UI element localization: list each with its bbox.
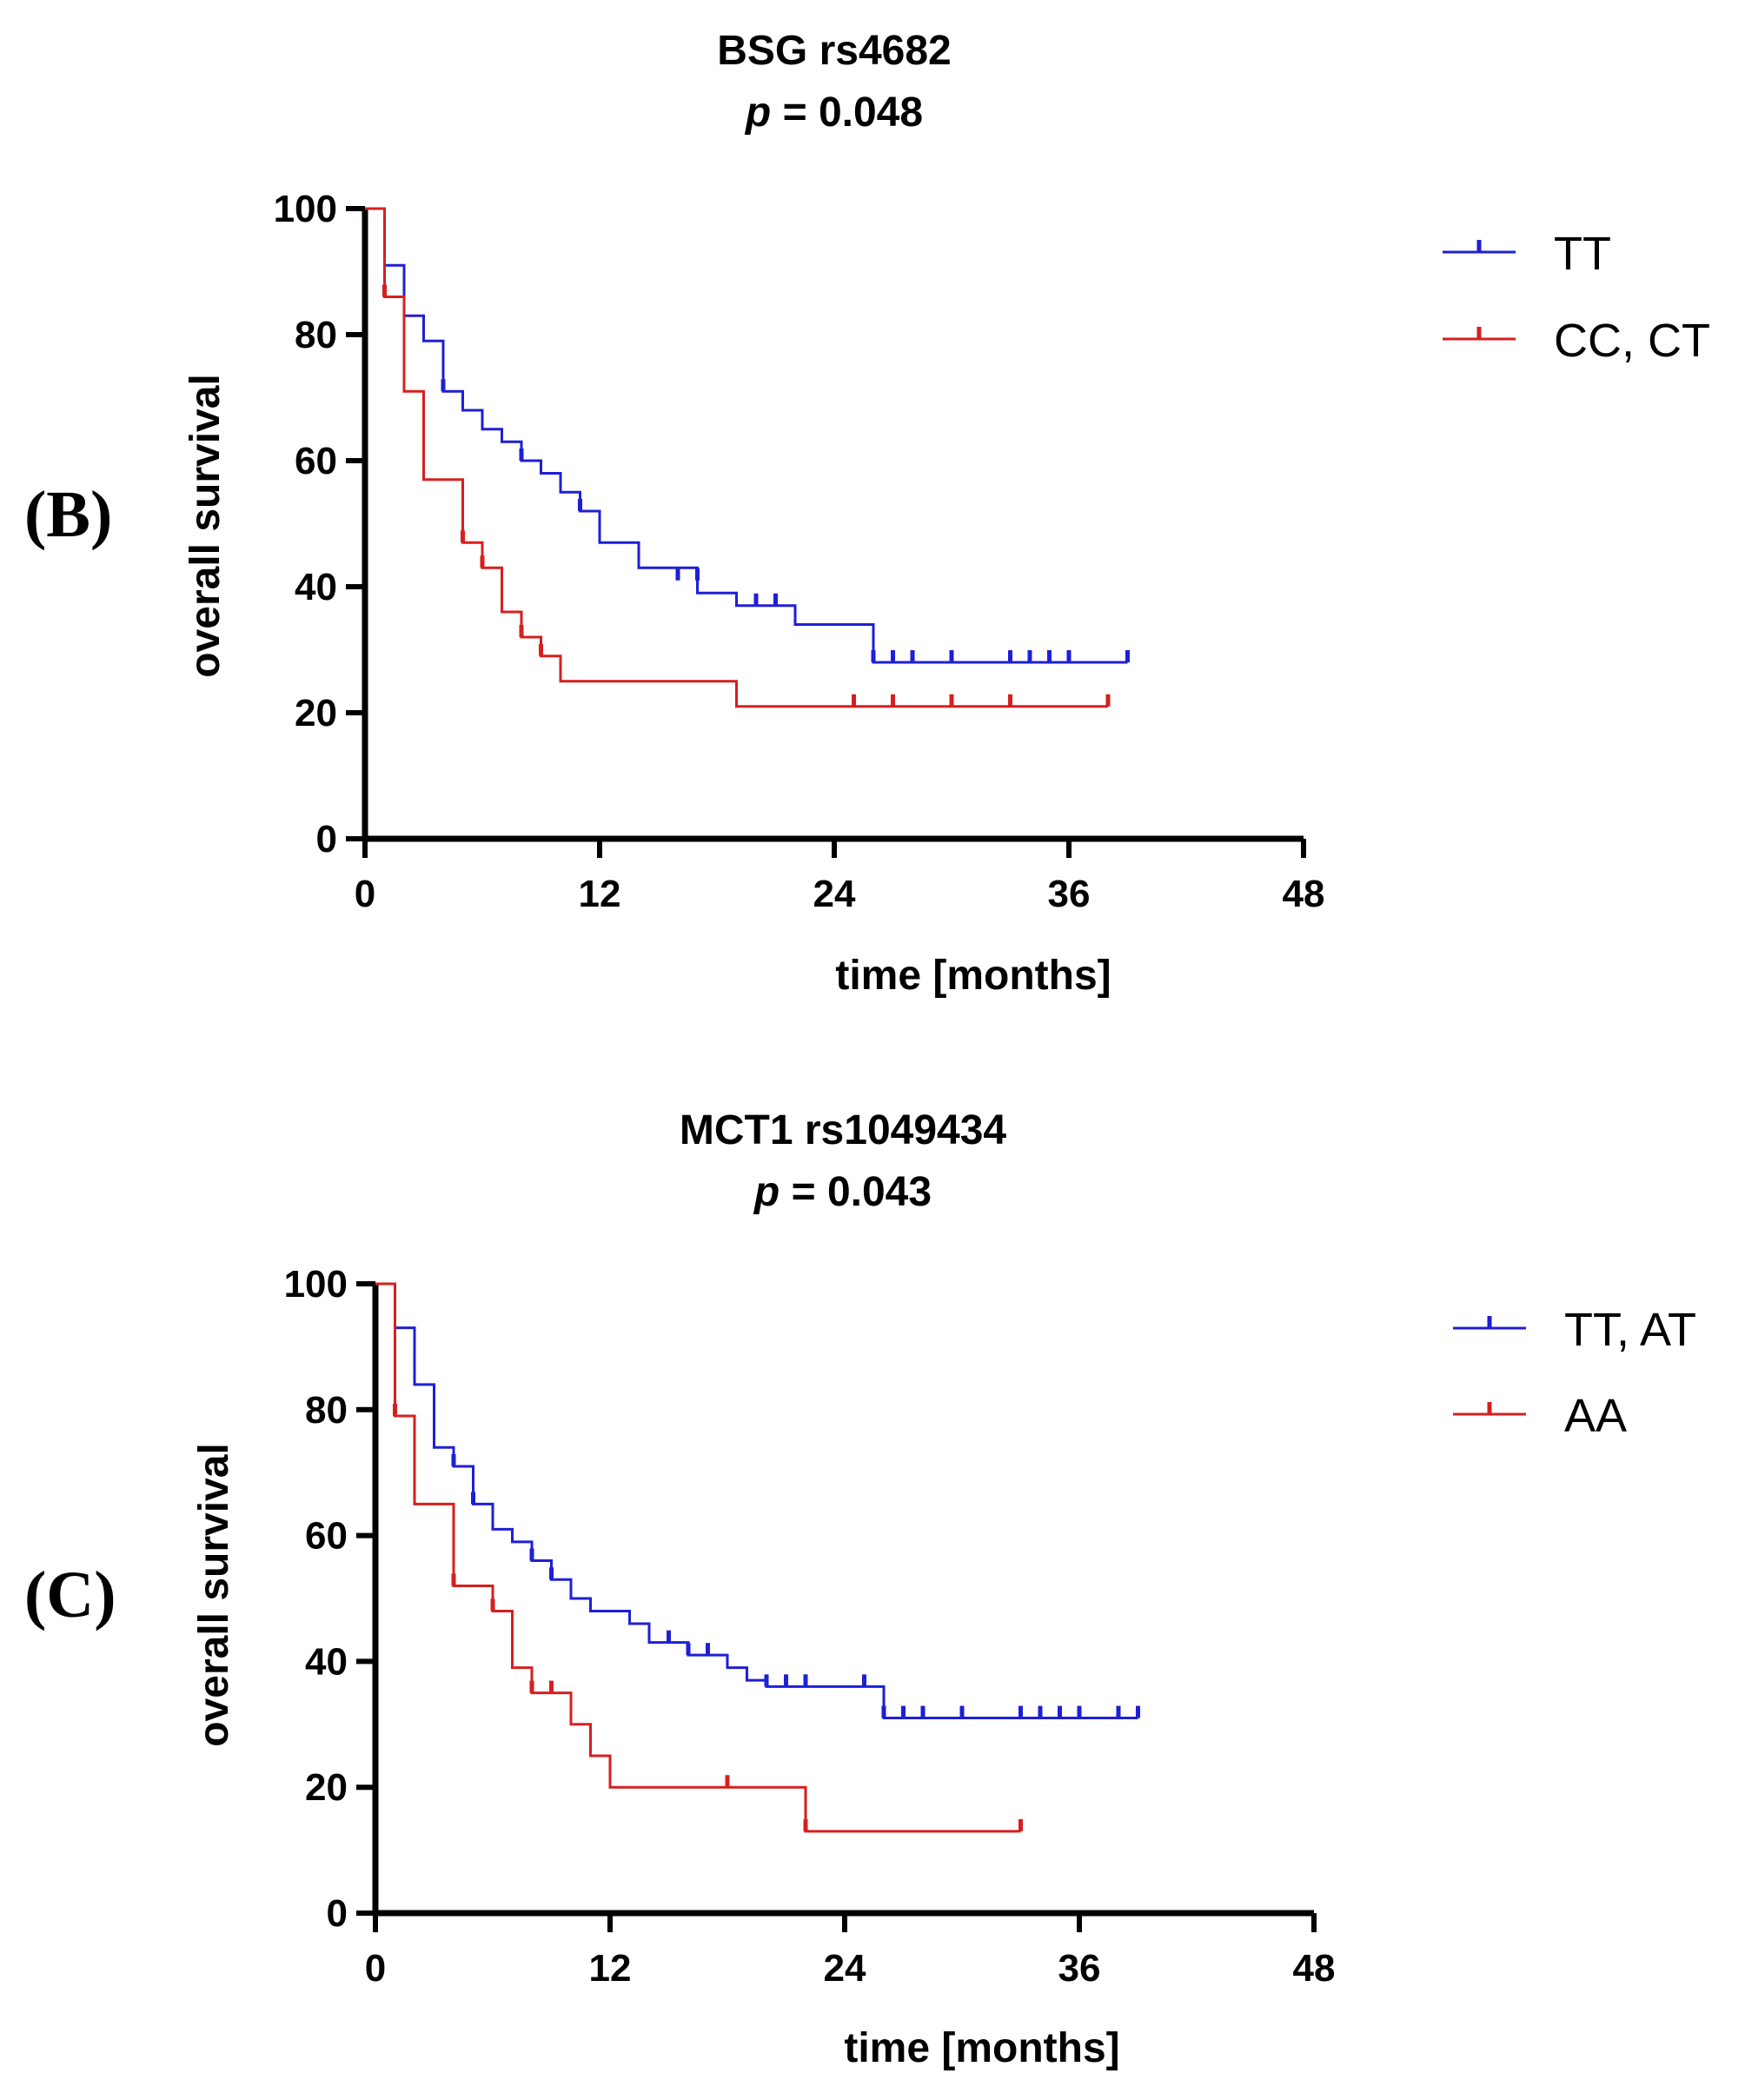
- y-tick-label: 80: [295, 314, 337, 356]
- chart-title: BSG rs4682: [717, 28, 952, 74]
- x-tick-label: 0: [365, 1947, 386, 1990]
- x-tick-label: 36: [1048, 873, 1091, 915]
- y-tick-label: 40: [295, 566, 337, 608]
- y-axis-title: overall survival: [191, 1443, 237, 1747]
- x-tick-label: 12: [589, 1947, 632, 1990]
- y-tick-label: 100: [274, 188, 337, 230]
- x-axis-title: time [months]: [835, 953, 1111, 999]
- chart-bsg-rs4682: (B) BSG rs4682 p = 0.048 overall surviva…: [24, 28, 1710, 999]
- y-axis-title: overall survival: [182, 374, 229, 678]
- panel-label-c: (C): [24, 1558, 116, 1631]
- survival-curve-cc-ct: [365, 207, 1108, 708]
- chart-mct1-rs1049434: (C) MCT1 rs1049434 p = 0.043 overall sur…: [24, 1107, 1696, 2071]
- survival-curve-tt: [365, 207, 1128, 664]
- p-symbol: p: [753, 1169, 780, 1215]
- y-tick-label: 40: [305, 1640, 348, 1683]
- legend-label-tt-at: TT, AT: [1564, 1304, 1696, 1356]
- p-value-label: p = 0.043: [753, 1169, 932, 1215]
- p-value-label: p = 0.048: [744, 90, 923, 136]
- survival-curve-aa: [375, 1282, 1021, 1833]
- legend-label-cc-ct: CC, CT: [1554, 315, 1710, 367]
- x-tick-label: 0: [355, 873, 375, 915]
- p-value: = 0.048: [771, 90, 923, 136]
- p-value: = 0.043: [780, 1169, 932, 1215]
- y-tick-label: 60: [305, 1515, 348, 1558]
- legend: TT CC, CT: [1443, 228, 1710, 367]
- x-tick-label: 12: [579, 873, 621, 915]
- panel-label-b: (B): [24, 478, 112, 551]
- y-tick-label: 100: [284, 1263, 348, 1306]
- x-tick-label: 48: [1293, 1947, 1336, 1990]
- chart-title: MCT1 rs1049434: [680, 1107, 1007, 1153]
- y-tick-label: 0: [327, 1892, 348, 1935]
- p-symbol: p: [744, 90, 771, 136]
- y-tick-label: 20: [305, 1766, 348, 1809]
- y-tick-label: 60: [295, 440, 337, 482]
- x-axis-title: time [months]: [844, 2025, 1119, 2071]
- legend-label-aa: AA: [1564, 1390, 1627, 1442]
- legend-label-tt: TT: [1554, 228, 1611, 280]
- y-tick-label: 0: [316, 818, 337, 861]
- x-tick-label: 48: [1283, 873, 1325, 915]
- y-tick-label: 80: [305, 1389, 348, 1432]
- y-tick-label: 20: [295, 692, 337, 734]
- x-tick-label: 24: [824, 1947, 866, 1990]
- x-tick-label: 36: [1058, 1947, 1101, 1990]
- survival-curve-tt-at: [375, 1282, 1138, 1720]
- legend: TT, AT AA: [1453, 1304, 1696, 1442]
- x-tick-label: 24: [813, 873, 856, 915]
